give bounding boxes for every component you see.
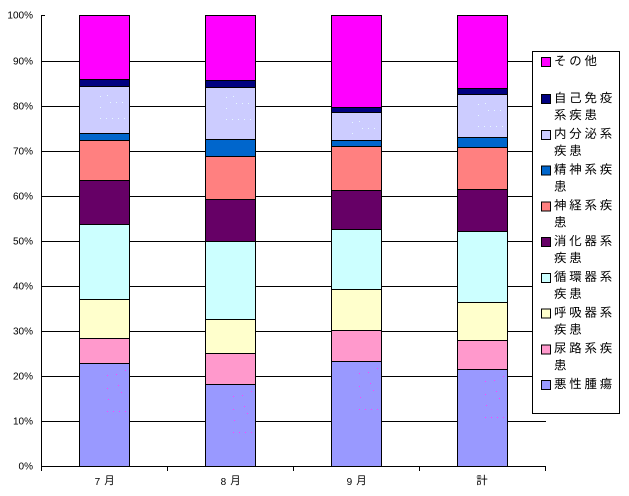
svg-text:80%: 80% — [13, 101, 33, 112]
svg-text:7: 7 — [95, 477, 101, 488]
svg-text:90%: 90% — [13, 56, 33, 67]
svg-text:20%: 20% — [13, 371, 33, 382]
svg-text:0%: 0% — [19, 461, 34, 472]
svg-text:60%: 60% — [13, 191, 33, 202]
svg-text:8: 8 — [221, 477, 227, 488]
svg-text:70%: 70% — [13, 146, 33, 157]
svg-text:10%: 10% — [13, 416, 33, 427]
svg-text:50%: 50% — [13, 236, 33, 247]
svg-text:40%: 40% — [13, 281, 33, 292]
svg-text:30%: 30% — [13, 326, 33, 337]
svg-text:100%: 100% — [7, 10, 33, 21]
svg-text:9: 9 — [347, 477, 353, 488]
